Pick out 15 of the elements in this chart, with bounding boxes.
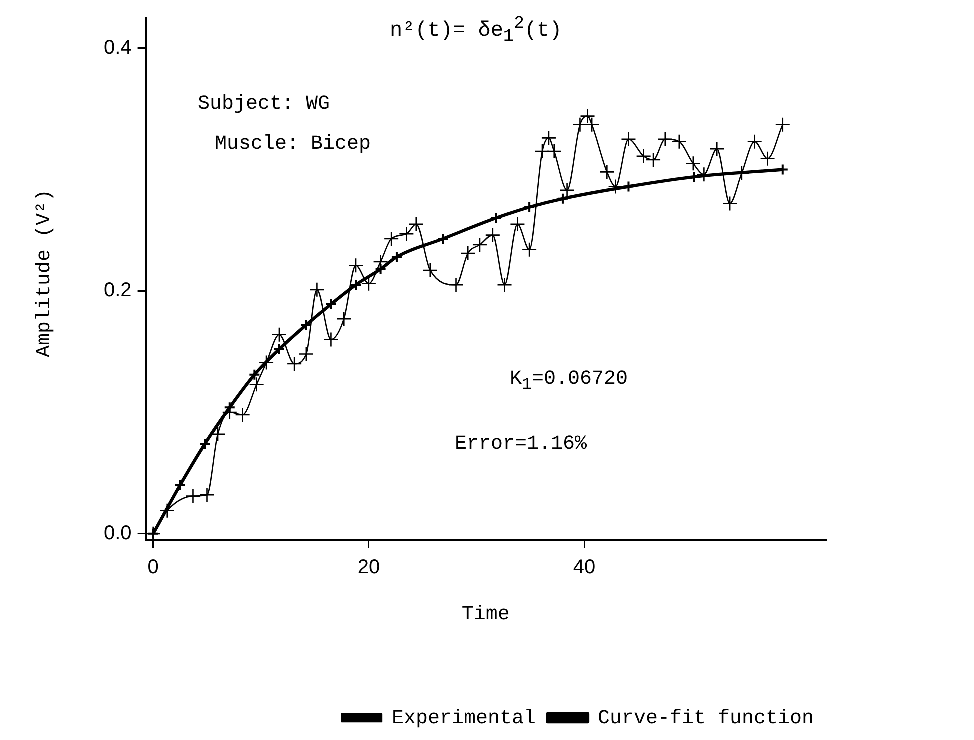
y-tick-label: 0.0 [104, 522, 132, 544]
y-tick-label: 0.4 [104, 36, 132, 59]
y-tick-label: 0.2 [104, 280, 132, 302]
x-tick-label: 0 [148, 556, 159, 579]
chart-title: n²(t)= δe$_{1}$$^{2}$(t) [390, 14, 562, 48]
legend-label: Curve-fit function [598, 707, 814, 730]
x-tick-label: 20 [358, 556, 380, 579]
x-tick-label: 40 [573, 556, 596, 579]
x-axis-title: Time [462, 603, 510, 626]
annotation: K$_{1}$=0.06720 [510, 368, 628, 395]
annotation: Muscle: Bicep [215, 133, 372, 156]
annotation: Subject: WG [198, 93, 330, 116]
annotation: Error=1.16% [455, 433, 588, 456]
legend-label: Experimental [392, 707, 536, 730]
y-axis-title: Amplitude (V²) [34, 188, 56, 360]
